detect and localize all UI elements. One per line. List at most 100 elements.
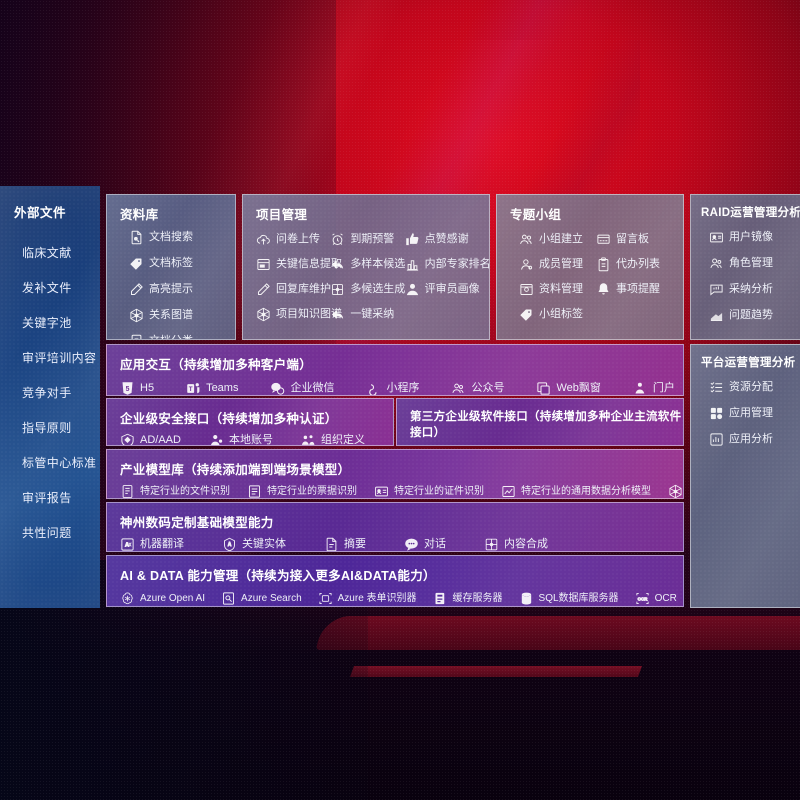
svg-text:OCR: OCR (637, 596, 648, 601)
item-member-management[interactable]: 成员管理 (519, 257, 596, 272)
item-group-tag[interactable]: 小组标签 (519, 307, 596, 322)
item-questionnaire-upload[interactable]: 问卷上传 (256, 232, 330, 247)
item-official-account[interactable]: 公众号 (451, 381, 504, 395)
list-check-icon (709, 380, 724, 395)
svg-text:A: A (125, 542, 129, 548)
sidebar-item-common-issues[interactable]: 共性问题 (22, 526, 72, 540)
item-label: 文档分类 (149, 336, 193, 340)
item-message-board[interactable]: 留言板 (596, 232, 673, 247)
item-label: 代办列表 (616, 258, 660, 270)
item-label: 评审员画像 (424, 283, 480, 295)
card-group-items: 小组建立 留言板 成员管理 代办列表 资料管理 事项提醒 (497, 223, 683, 332)
item-todo-list[interactable]: 代办列表 (596, 257, 673, 272)
sidebar-item-guidelines[interactable]: 指导原则 (22, 421, 72, 435)
item-local-account[interactable]: 本地账号 (209, 433, 273, 445)
item-doc-category[interactable]: 文档分类 (129, 334, 225, 340)
item-ocr[interactable]: OCR OCR (635, 591, 677, 606)
item-label: Azure 表单识别器 (338, 593, 417, 604)
sidebar-title: 外部文件 (14, 206, 67, 220)
item-resource-allocation[interactable]: 资源分配 (709, 380, 794, 395)
item-adoption-analysis[interactable]: 采纳分析 (709, 282, 794, 297)
openai-icon (120, 591, 135, 606)
item-label: 关键实体 (242, 539, 286, 550)
item-data-analysis-model[interactable]: 特定行业的通用数据分析模型 (501, 484, 651, 498)
item-dialog[interactable]: 对话 (404, 537, 446, 551)
item-label: 成员管理 (539, 258, 583, 270)
item-multi-sample-candidate[interactable]: 多样本候选 (330, 257, 405, 272)
item-label: 内容合成 (504, 539, 548, 550)
item-summary[interactable]: 摘要 (324, 537, 366, 551)
card-thirdparty-title: 第三方企业级软件接口（持续增加多种企业主流软件接口） (410, 411, 682, 439)
item-highlight[interactable]: 高亮提示 (129, 282, 225, 297)
item-user-portrait[interactable]: 用户镜像 (709, 230, 794, 245)
id-card-icon (709, 230, 724, 245)
item-expiry-alert[interactable]: 到期预警 (330, 232, 404, 247)
sidebar-item-review-report[interactable]: 审评报告 (22, 491, 72, 505)
item-app-management[interactable]: 应用管理 (709, 406, 794, 421)
item-azure-openai[interactable]: Azure Open AI (120, 591, 205, 606)
item-doc-search[interactable]: 文档搜索 (129, 230, 225, 245)
item-group-create[interactable]: 小组建立 (519, 232, 596, 247)
item-label: 到期预警 (350, 233, 395, 245)
graph-network-icon (668, 484, 683, 498)
item-wecom[interactable]: 企业微信 (270, 381, 334, 395)
item-project-knowledge-graph[interactable]: 项目知识图谱 (256, 307, 342, 322)
item-multi-candidate-generate[interactable]: 多候选生成 (330, 282, 405, 297)
item-ad-aad[interactable]: AD/AAD (120, 433, 181, 445)
item-issue-trend[interactable]: 问题趋势 (709, 308, 794, 323)
sidebar-item-review-training[interactable]: 审评培训内容 (22, 351, 97, 365)
item-azure-form-recognizer[interactable]: Azure 表单识别器 (318, 591, 417, 606)
item-label: 高亮提示 (149, 283, 193, 295)
item-portal[interactable]: 门户 (633, 381, 675, 395)
item-web-float-window[interactable]: Web飘窗 (536, 381, 601, 395)
item-cache-server[interactable]: 缓存服务器 (433, 591, 503, 606)
item-reply-library-maintain[interactable]: 回复库维护 (256, 282, 331, 297)
item-relation-graph[interactable]: 关系图谱 (129, 308, 225, 323)
item-id-recognition[interactable]: 特定行业的证件识别 (374, 484, 484, 498)
sidebar-list: 临床文献 发补文件 关键字池 审评培训内容 竞争对手 指导原则 标管中心标准 审… (0, 235, 100, 550)
chat-bubble-icon (404, 537, 419, 551)
sidebar-item-supplementary-files[interactable]: 发补文件 (22, 281, 72, 295)
item-label: Web飘窗 (556, 383, 600, 394)
item-reviewer-portrait[interactable]: 评审员画像 (405, 282, 480, 297)
item-label: 应用管理 (729, 407, 773, 419)
item-machine-translation[interactable]: A 机器翻译 (120, 537, 184, 551)
sidebar-item-standards-center[interactable]: 标管中心标准 (22, 456, 97, 470)
item-label: 组织定义 (321, 435, 365, 446)
item-azure-search[interactable]: Azure Search (221, 591, 302, 606)
item-key-info-extract[interactable]: 关键信息提取 (256, 257, 342, 272)
item-key-entity[interactable]: A 关键实体 (222, 537, 286, 551)
item-sql-database-server[interactable]: SQL数据库服务器 (519, 591, 619, 606)
item-org-definition[interactable]: 组织定义 (301, 433, 365, 446)
item-thumbs-up-thanks[interactable]: 点赞感谢 (405, 232, 479, 247)
item-event-reminder[interactable]: 事项提醒 (596, 282, 673, 297)
apps-grid-icon (709, 406, 724, 421)
item-app-analysis[interactable]: 应用分析 (709, 432, 794, 447)
card-project-items: 问卷上传 到期预警 点赞感谢 关键信息提取 多样本候选 内部专家排名 (243, 223, 489, 332)
id-card-icon (374, 484, 389, 498)
item-internal-expert-ranking[interactable]: 内部专家排名 (405, 257, 489, 272)
item-label: 文档标签 (149, 257, 193, 269)
doc-list-icon (129, 334, 144, 339)
sidebar-item-competitors[interactable]: 竞争对手 (22, 386, 72, 400)
item-receipt-recognition[interactable]: 特定行业的票据识别 (247, 484, 357, 498)
item-content-synthesis[interactable]: 内容合成 (484, 537, 548, 551)
tag-icon (129, 256, 144, 271)
item-label: 机器翻译 (140, 539, 184, 550)
official-account-icon (451, 381, 466, 395)
item-doc-tag[interactable]: 文档标签 (129, 256, 225, 271)
cloud-upload-icon (256, 232, 271, 247)
item-teams[interactable]: T Teams (186, 381, 238, 395)
item-material-management[interactable]: 资料管理 (519, 282, 596, 297)
item-label: SQL数据库服务器 (539, 593, 619, 604)
item-label: 点赞感谢 (424, 233, 469, 245)
item-one-click-adopt[interactable]: 一键采纳 (330, 307, 404, 322)
item-role-management[interactable]: 角色管理 (709, 256, 794, 271)
sidebar-item-clinical-literature[interactable]: 临床文献 (22, 246, 72, 260)
item-h5[interactable]: 5 H5 (120, 381, 154, 395)
item-knowledge-graph-model[interactable]: 特定行业的通用知识图谱模型 (668, 484, 683, 498)
item-miniprogram[interactable]: 小程序 (366, 381, 419, 395)
sidebar-item-keyword-pool[interactable]: 关键字池 (22, 316, 72, 330)
item-doc-recognition[interactable]: 特定行业的文件识别 (120, 484, 230, 498)
arrow-back-icon (330, 307, 345, 322)
